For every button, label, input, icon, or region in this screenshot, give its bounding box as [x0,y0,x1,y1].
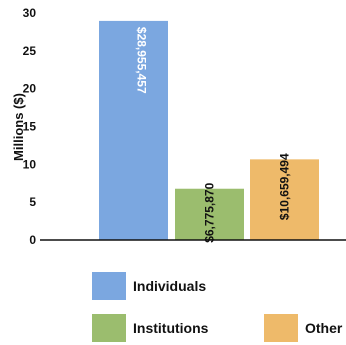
y-tick-label: 5 [29,195,36,209]
bar-institutions [175,188,244,240]
bar-other [250,159,319,240]
legend-label-other: Other [305,320,343,336]
data-labels: $28,955,457 $6,775,870 $10,659,494 [135,27,292,243]
data-label-institutions: $6,775,870 [203,182,217,242]
legend-swatch-other [264,314,298,342]
legend-label-individuals: Individuals [133,278,206,294]
y-axis-ticks: 0 5 10 15 20 25 30 [23,6,37,247]
y-tick-label: 25 [23,44,37,58]
data-label-individuals: $28,955,457 [135,27,149,94]
y-tick-label: 10 [23,157,37,171]
y-tick-label: 0 [29,233,36,247]
legend-swatch-institutions [92,314,126,342]
legend-swatch-individuals [92,272,126,300]
y-axis-label: Millions ($) [11,93,26,161]
bars [99,20,319,240]
data-label-other: $10,659,494 [278,153,292,220]
y-tick-label: 20 [23,82,37,96]
y-tick-label: 15 [23,120,37,134]
legend-label-institutions: Institutions [133,320,209,336]
bar-individuals [99,20,168,240]
legend: Individuals Institutions Other [92,272,343,342]
y-tick-label: 30 [23,6,37,20]
